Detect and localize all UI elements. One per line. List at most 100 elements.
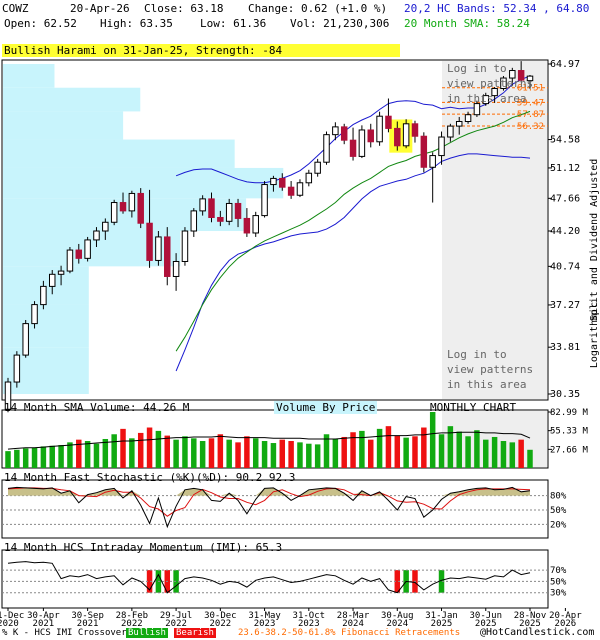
volume-bar (164, 435, 170, 468)
volume-bar (261, 441, 268, 468)
volume-by-price-bar (3, 139, 235, 168)
candle-body (22, 323, 29, 356)
volume-bar (288, 441, 294, 468)
price-tick-label: 44.20 (550, 226, 580, 237)
volume-bar (359, 430, 365, 468)
fibonacci-label: 56.32 (517, 122, 544, 132)
imi-tick-label: 50% (550, 577, 567, 587)
volume-bar (137, 432, 144, 468)
candle-body (31, 304, 38, 325)
candle-body (261, 184, 268, 217)
price-tick-label: 64.97 (550, 59, 580, 70)
x-tick-year-label: 2025 (519, 619, 541, 629)
x-tick-label: 30-Jun (470, 611, 503, 621)
volume-bar (76, 439, 82, 468)
x-tick-year-label: 2024 (342, 619, 364, 629)
volume-bar (173, 439, 179, 468)
volume-bar (244, 436, 250, 468)
volume-bar (332, 438, 339, 468)
bullish-tag: Bullish (126, 628, 168, 638)
candle-body (190, 210, 198, 232)
volume-bar (483, 439, 489, 468)
volume-bar (279, 439, 286, 468)
x-tick-label: 28-Nov (514, 611, 547, 621)
x-tick-year-label: 2023 (254, 619, 276, 629)
candle-body (48, 273, 56, 287)
stochastic-d-line (7, 487, 531, 517)
x-tick-year-label: 2025 (431, 619, 453, 629)
bullish-signal-bar (173, 570, 179, 593)
x-tick-year-label: 2024 (386, 619, 408, 629)
volume-tick-label: 55.33 M (550, 427, 589, 437)
candle-body (420, 135, 428, 168)
copyright-link[interactable]: @HotCandlestick.com (480, 627, 595, 638)
imi-line (7, 561, 531, 594)
stochastic-overbought-fill (8, 487, 530, 496)
bearish-signal-bar (146, 570, 153, 593)
volume-bar (306, 443, 312, 468)
price-tick-label: 51.12 (550, 163, 580, 174)
candle-body (305, 172, 313, 184)
candle-body (208, 198, 215, 218)
x-tick-year-label: 2022 (165, 619, 187, 629)
price-tick-label: 33.81 (550, 342, 580, 353)
stochastic-k-line (7, 486, 531, 529)
volume-by-price-bar (3, 111, 124, 140)
volume-bar (314, 444, 321, 468)
candle-body (323, 134, 330, 163)
candle-body (181, 230, 189, 262)
candle-body (128, 192, 136, 212)
candle-body (102, 221, 109, 232)
close-value: Close: 63.18 (144, 2, 224, 15)
volume-bar (385, 426, 392, 468)
x-tick-label: 30-Aug (381, 611, 414, 621)
x-tick-label: 30-Dec (204, 611, 237, 621)
volume-bar (456, 431, 462, 468)
candle-body (296, 182, 304, 196)
candle-body (119, 202, 127, 212)
candle-body (164, 236, 171, 277)
volume-tick-label: 82.99 M (550, 408, 589, 418)
x-tick-label: 28-Mar (337, 611, 370, 621)
volume-value: Vol: 21,230,306 (290, 17, 390, 30)
volume-by-price-title: Volume By Price (274, 401, 378, 414)
volume-bar (500, 441, 507, 468)
volume-bar (438, 434, 445, 468)
volume-panel-title: 14 Month SMA Volume: 44.26 M (4, 401, 190, 414)
hc-bands-legend: 20,2 HC Bands: 52.34 , 64.80 (404, 2, 590, 15)
x-tick-year-label: 2021 (33, 619, 55, 629)
volume-bar (323, 434, 330, 468)
candle-body (93, 230, 100, 241)
candle-body (349, 139, 357, 157)
volume-bar (429, 412, 436, 468)
volume-bar (155, 430, 162, 468)
candle-body (110, 202, 118, 223)
candle-body (84, 239, 91, 259)
date: 20-Apr-26 (70, 2, 130, 15)
x-tick-year-label: 2023 (298, 619, 320, 629)
stochastic-tick-label: 80% (550, 492, 567, 502)
volume-bar (67, 442, 73, 468)
candle-body (243, 217, 251, 234)
x-tick-label: 29-Jul (160, 611, 193, 621)
volume-bar (199, 441, 206, 468)
candle-body (252, 215, 259, 234)
price-axis-title: Split and Dividend Adjusted (589, 159, 600, 322)
imi-panel-title: 14 Month HCS Intraday Momentum (IMI): 65… (4, 541, 283, 554)
candle-body (270, 177, 277, 186)
candle-body (411, 123, 419, 137)
x-tick-year-label: 2022 (121, 619, 143, 629)
candle-body (340, 126, 348, 141)
candle-body (13, 354, 21, 383)
volume-by-price-bar (3, 64, 55, 88)
fibonacci-label: 59.47 (517, 98, 544, 108)
x-tick-label: 31-May (248, 611, 281, 621)
candle-body (376, 115, 383, 143)
volume-bar (40, 446, 47, 468)
stochastic-panel-title: 14 Month Fast Stochastic (%K)(%D): 90.2 … (4, 471, 296, 484)
candle-body (473, 103, 481, 116)
price-tick-label: 54.58 (550, 135, 580, 146)
volume-bar (235, 442, 241, 468)
candle-body (438, 136, 445, 157)
